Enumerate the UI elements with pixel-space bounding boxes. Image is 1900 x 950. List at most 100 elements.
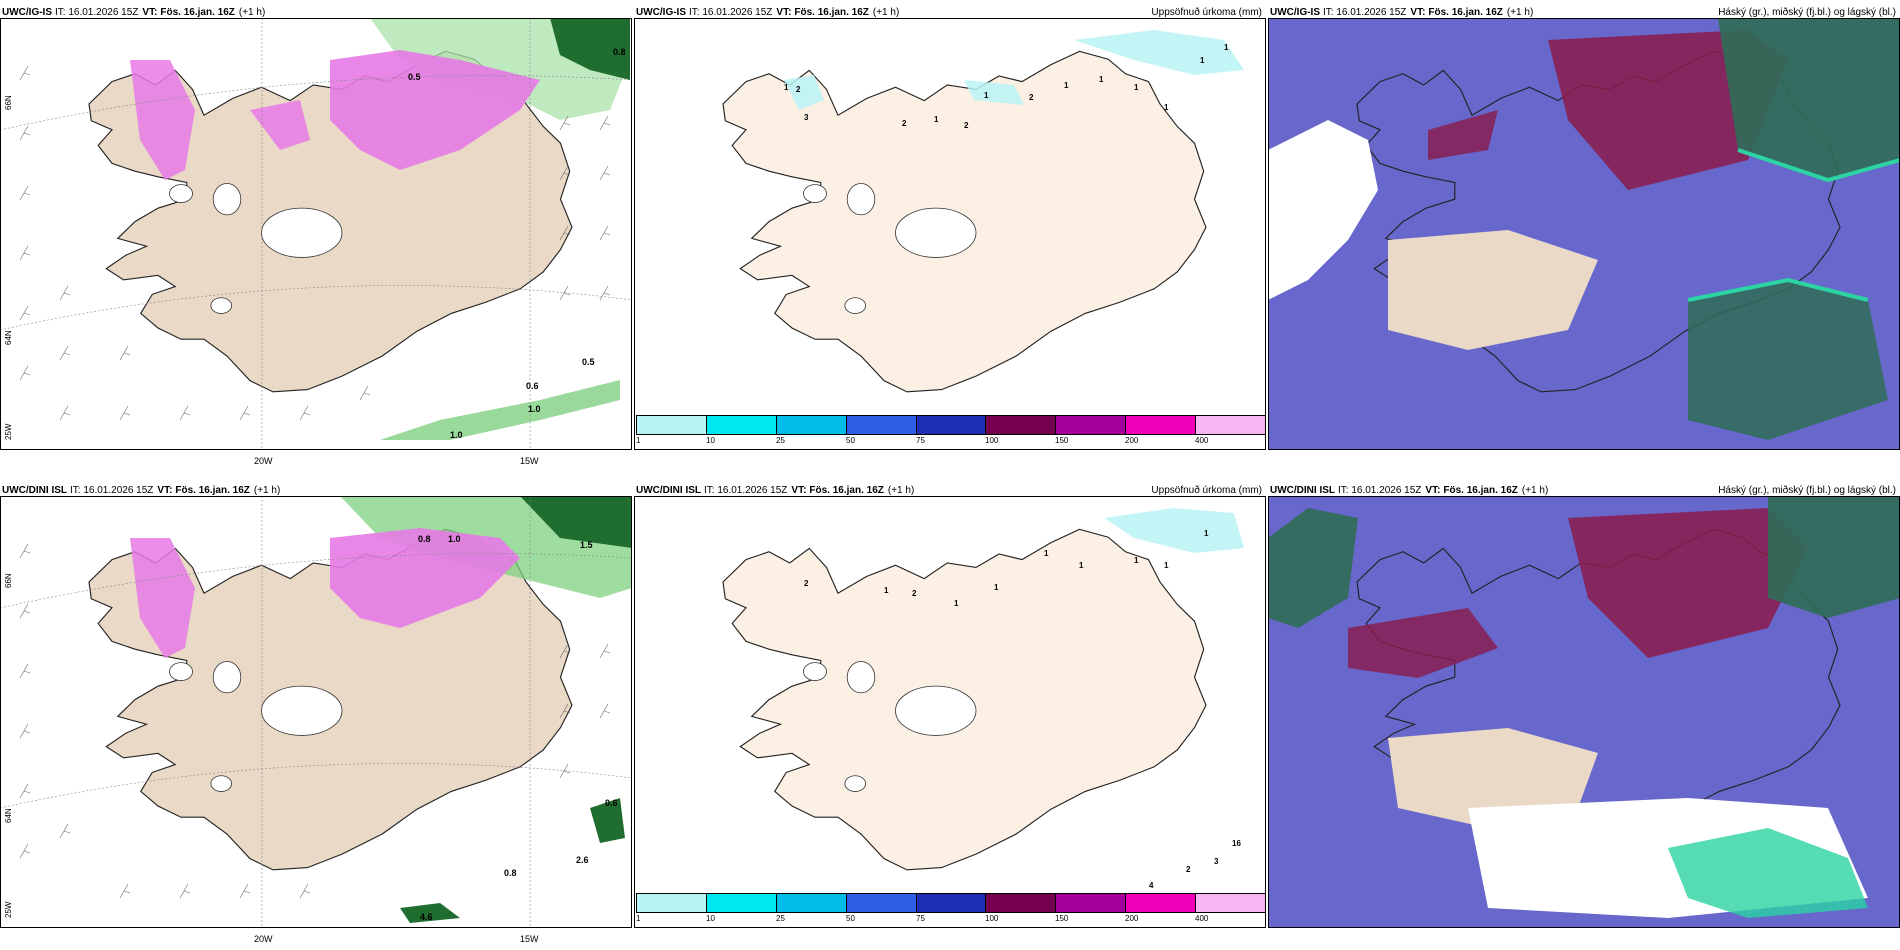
panel-dini-clouds: UWC/DINI ISL IT: 16.01.2026 15Z VT: Fös. 16… bbox=[1268, 478, 1900, 928]
colorbar-label: 25 bbox=[776, 436, 785, 445]
panel-ig-is-precip: 0.8 0.5 0.5 0.6 1.0 1.0 UWC/IG-IS IT: 16.… bbox=[0, 0, 632, 466]
vt-label: VT: bbox=[1425, 485, 1441, 496]
colorbar-label: 200 bbox=[1125, 914, 1139, 923]
glacier-vatnajokull bbox=[895, 685, 977, 736]
precip-south-band bbox=[380, 380, 620, 440]
vt-time: Fös. 16.jan. 16Z bbox=[175, 485, 250, 496]
panel-ig-is-clouds: UWC/IG-IS IT: 16.01.2026 15Z VT: Fös. 16.ja… bbox=[1268, 0, 1900, 450]
colorbar-cell bbox=[986, 416, 1057, 434]
colorbar-cell bbox=[1056, 416, 1127, 434]
panel-title: UWC/IG-IS IT: 16.01.2026 15Z VT: Fös. 16.ja… bbox=[1270, 7, 1533, 18]
vt-time: Fös. 16.jan. 16Z bbox=[794, 7, 869, 18]
map-frame bbox=[1268, 496, 1900, 928]
mid-cloud-ne bbox=[1768, 496, 1900, 618]
colorbar-cell bbox=[1056, 894, 1127, 912]
low-cloud-edge bbox=[1687, 277, 1869, 302]
it-label: IT: bbox=[70, 485, 81, 496]
model-name: UWC/DINI ISL bbox=[2, 485, 67, 496]
snow-pink-area bbox=[330, 528, 520, 628]
glacier-myrdalsjokull bbox=[210, 297, 233, 314]
vt-label: VT: bbox=[791, 485, 807, 496]
map-canvas bbox=[1268, 496, 1900, 928]
colorbar-label: 400 bbox=[1195, 436, 1209, 445]
map-canvas: 0.8 0.5 0.5 0.6 1.0 1.0 bbox=[0, 18, 632, 450]
it-label: IT: bbox=[689, 7, 700, 18]
accum-label: 1 bbox=[884, 586, 889, 595]
lat-label-25w: 25W bbox=[4, 901, 13, 918]
colorbar-cell bbox=[637, 416, 707, 434]
accum-label: 2 bbox=[796, 85, 801, 94]
panel-ig-is-accum: 1 2 3 2 1 2 1 2 1 1 1 1 1 1 UWC/IG-IS IT:… bbox=[634, 0, 1266, 450]
snow-pink-westfjords bbox=[130, 538, 195, 658]
accum-label: 2 bbox=[902, 119, 907, 128]
map-frame bbox=[634, 496, 1266, 928]
colorbar-cell bbox=[637, 894, 707, 912]
colorbar-label: 50 bbox=[846, 436, 855, 445]
mid-cloud-ne bbox=[1718, 18, 1900, 180]
accum-label: 1 bbox=[1044, 549, 1049, 558]
it-label: IT: bbox=[55, 7, 66, 18]
panel-dini-precip: 0.8 1.0 1.5 0.6 0.8 4.6 2.6 UWC/DINI ISL… bbox=[0, 478, 632, 944]
glacier-myrdalsjokull bbox=[844, 297, 867, 314]
precip-label: 0.8 bbox=[504, 868, 517, 878]
colorbar-labels: 1 10 25 50 75 100 150 200 400 bbox=[636, 914, 1264, 926]
vt-label: VT: bbox=[776, 7, 792, 18]
glacier-vatnajokull bbox=[261, 685, 343, 736]
lat-label-64n: 64N bbox=[4, 330, 13, 345]
panel-title: UWC/DINI ISL IT: 16.01.2026 15Z VT: Fös. 16… bbox=[1270, 485, 1548, 496]
glacier-langjokull bbox=[212, 183, 242, 216]
colorbar-cell bbox=[846, 894, 917, 912]
precip-label: 0.8 bbox=[418, 534, 431, 544]
colorbar-cell bbox=[846, 416, 917, 434]
colorbar-cell bbox=[916, 416, 987, 434]
model-name: UWC/DINI ISL bbox=[1270, 485, 1335, 496]
it-time: 16.01.2026 15Z bbox=[83, 485, 154, 496]
colorbar-label: 400 bbox=[1195, 914, 1209, 923]
colorbar-label: 75 bbox=[916, 436, 925, 445]
colorbar-cell bbox=[776, 894, 847, 912]
accum-label: 4 bbox=[1149, 881, 1154, 890]
graticule bbox=[0, 18, 632, 450]
graticule bbox=[0, 496, 632, 928]
field-title: Háský (gr.), miðský (fj.bl.) og lágský (… bbox=[1718, 7, 1896, 18]
glacier-myrdalsjokull bbox=[844, 775, 867, 792]
it-label: IT: bbox=[1338, 485, 1349, 496]
precip-label: 0.6 bbox=[605, 798, 618, 808]
glacier-myrdalsjokull bbox=[210, 775, 233, 792]
lat-label-66n: 66N bbox=[4, 95, 13, 110]
lon-label-15w: 15W bbox=[520, 456, 539, 466]
high-cloud-west bbox=[1428, 110, 1498, 160]
accum-cyan-west bbox=[784, 75, 824, 110]
lead-time: (+1 h) bbox=[872, 7, 900, 18]
accum-cyan-area bbox=[1074, 30, 1244, 75]
accum-label: 1 bbox=[1200, 56, 1205, 65]
glacier-vatnajokull bbox=[895, 207, 977, 258]
panel-title: UWC/DINI ISL IT: 16.01.2026 15Z VT: Fös. 16… bbox=[636, 485, 914, 496]
colorbar-cell bbox=[706, 894, 777, 912]
vt-label: VT: bbox=[1410, 7, 1426, 18]
clear-land-area bbox=[1388, 728, 1598, 828]
accum-label: 2 bbox=[804, 579, 809, 588]
low-cloud-edge bbox=[1737, 148, 1900, 183]
precip-label: 1.0 bbox=[450, 430, 463, 440]
glacier-langjokull bbox=[212, 661, 242, 694]
panel-title: UWC/DINI ISL IT: 16.01.2026 15Z VT: Fös. 16… bbox=[2, 485, 280, 496]
model-name: UWC/IG-IS bbox=[636, 7, 686, 18]
glacier-hofsjokull bbox=[169, 662, 193, 681]
colorbar-label: 75 bbox=[916, 914, 925, 923]
vt-time: Fös. 16.jan. 16Z bbox=[160, 7, 235, 18]
precip-south-cell bbox=[400, 903, 460, 923]
lon-label-20w: 20W bbox=[254, 456, 273, 466]
glacier-langjokull bbox=[846, 183, 876, 216]
colorbar-label: 100 bbox=[985, 914, 999, 923]
precip-label: 4.6 bbox=[420, 912, 433, 922]
colorbar-cell bbox=[706, 416, 777, 434]
vt-time: Fös. 16.jan. 16Z bbox=[1428, 7, 1503, 18]
accum-label: 1 bbox=[1164, 561, 1169, 570]
colorbar bbox=[636, 893, 1266, 913]
it-time: 16.01.2026 15Z bbox=[68, 7, 139, 18]
it-label: IT: bbox=[704, 485, 715, 496]
map-canvas bbox=[1268, 18, 1900, 450]
vt-time: Fös. 16.jan. 16Z bbox=[809, 485, 884, 496]
accum-label: 1 bbox=[934, 115, 939, 124]
